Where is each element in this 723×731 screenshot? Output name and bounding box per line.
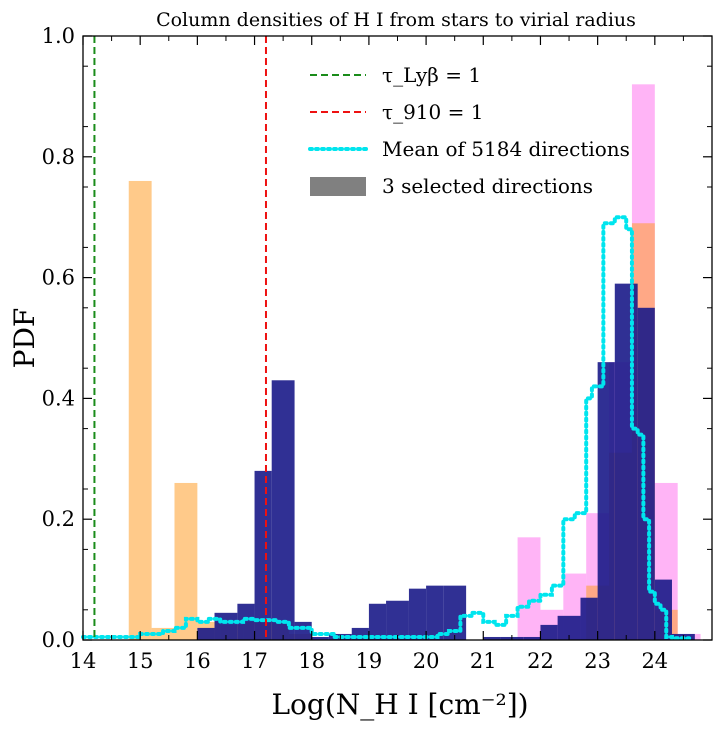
x-tick-label-15: 15 [127, 649, 154, 673]
x-tick-label-17: 17 [241, 649, 268, 673]
bar-s1-0 [128, 180, 152, 640]
bars-layer [128, 84, 701, 641]
bar-s2-19 [580, 597, 598, 640]
x-tick-label-22: 22 [527, 649, 554, 673]
x-tick-label-20: 20 [413, 649, 440, 673]
mean-layer [81, 215, 692, 641]
x-tick-label-19: 19 [356, 649, 383, 673]
bar-s2-11 [408, 588, 427, 640]
x-tick-label-14: 14 [70, 649, 97, 673]
bar-s2-14 [483, 636, 501, 640]
y-axis-label: PDF [8, 308, 41, 369]
bar-s2-3 [254, 470, 272, 640]
bar-s2-20 [597, 362, 615, 640]
legend: τ_Lyβ = 1 τ_910 = 1 Mean of 5184 direction… [308, 63, 630, 198]
x-axis: 14 15 16 17 18 19 20 21 22 23 24 [70, 36, 684, 673]
legend-swatch-3 [310, 177, 366, 196]
legend-label-1: τ_910 = 1 [382, 100, 483, 124]
y-tick-label-1.0: 1.0 [42, 24, 75, 48]
y-tick-label-0.2: 0.2 [42, 507, 75, 531]
bar-s2-16 [523, 636, 541, 640]
bar-s2-6 [311, 636, 329, 640]
x-tick-label-16: 16 [184, 649, 211, 673]
bar-s2-2 [237, 603, 255, 640]
x-tick-label-18: 18 [298, 649, 325, 673]
y-tick-label-0.4: 0.4 [42, 386, 75, 410]
bar-s2-12 [426, 585, 444, 640]
y-tick-label-0.0: 0.0 [42, 628, 75, 652]
legend-label-3: 3 selected directions [382, 174, 593, 198]
legend-label-2: Mean of 5184 directions [382, 137, 630, 161]
bar-s2-5 [294, 621, 312, 640]
bar-s2-21 [614, 283, 638, 640]
bar-s1-2 [174, 482, 198, 640]
x-tick-label-23: 23 [584, 649, 611, 673]
vlines-layer [93, 36, 267, 640]
bar-s2-4 [271, 380, 295, 640]
y-axis: 0.0 0.2 0.4 0.6 0.8 1.0 [42, 24, 712, 652]
bar-s2-18 [557, 615, 581, 640]
chart-title: Column densities of H I from stars to vi… [156, 9, 636, 31]
bar-s2-9 [368, 603, 387, 640]
bar-s2-17 [540, 624, 558, 640]
x-tick-label-24: 24 [641, 649, 668, 673]
mean-line [81, 215, 692, 641]
y-tick-label-0.6: 0.6 [42, 266, 75, 290]
bar-s2-0 [197, 627, 215, 640]
x-tick-label-21: 21 [470, 649, 497, 673]
bar-s0-0 [517, 537, 541, 640]
bar-s2-10 [386, 600, 409, 640]
legend-label-0: τ_Lyβ = 1 [382, 63, 481, 87]
x-axis-label: Log(N_H I [cm⁻²]) [271, 688, 528, 721]
y-tick-label-0.8: 0.8 [42, 145, 75, 169]
